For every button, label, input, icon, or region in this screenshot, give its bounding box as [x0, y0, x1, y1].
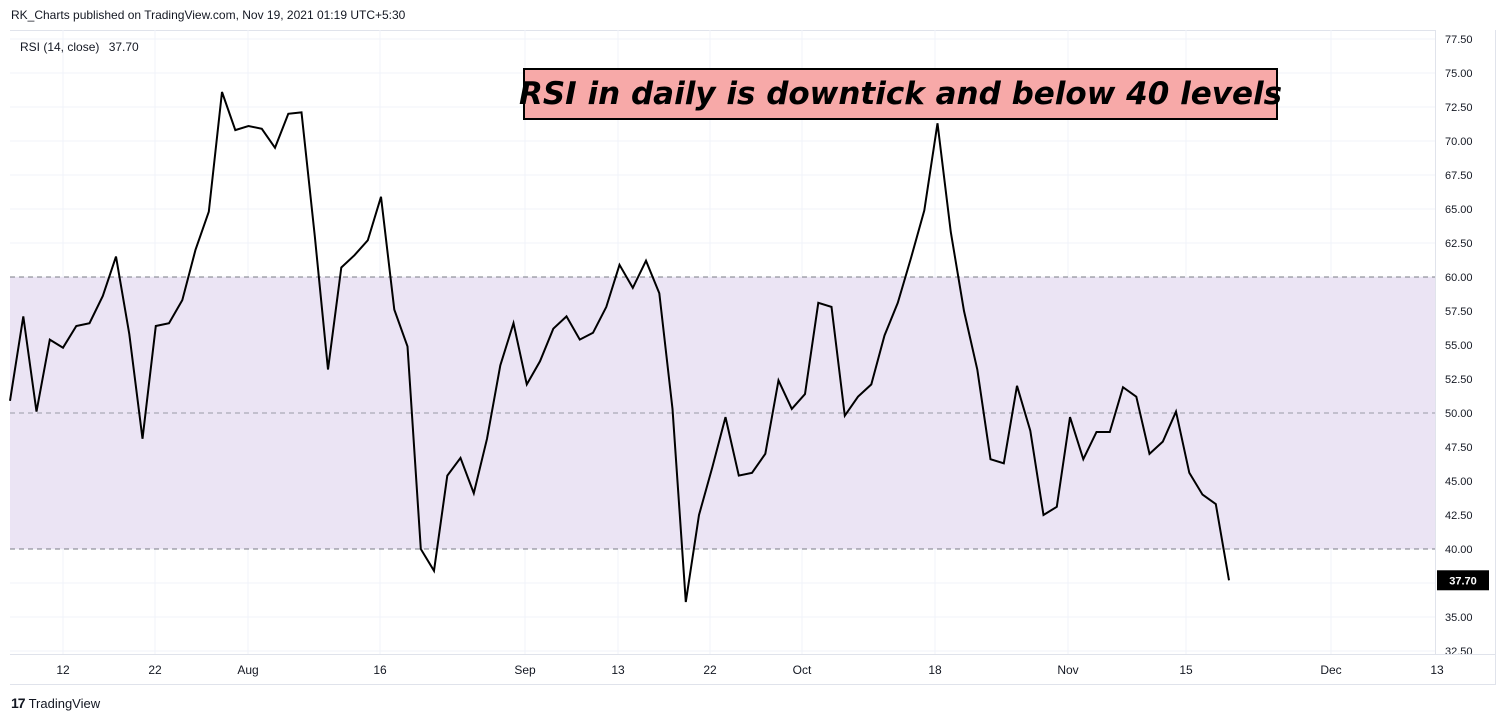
x-tick-label: Oct [793, 663, 812, 677]
y-tick-label: 55.00 [1445, 340, 1473, 352]
text-annotation[interactable]: RSI in daily is downtick and below 40 le… [519, 68, 1282, 120]
publish-attribution: RK_Charts published on TradingView.com, … [11, 8, 406, 22]
y-tick-label: 57.50 [1445, 306, 1473, 318]
y-tick-label: 45.00 [1445, 476, 1473, 488]
x-tick-label: Nov [1057, 663, 1078, 677]
last-value-label-bg [1437, 570, 1489, 591]
x-tick-label: 22 [703, 663, 717, 677]
x-tick-label: 13 [611, 663, 625, 677]
x-tick-label: Aug [237, 663, 258, 677]
x-tick-label: Dec [1320, 663, 1341, 677]
x-tick-label: 12 [56, 663, 70, 677]
indicator-legend[interactable]: RSI (14, close) 37.70 [20, 40, 139, 54]
y-tick-label: 65.00 [1445, 204, 1473, 216]
y-tick-label: 70.00 [1445, 136, 1473, 148]
rsi-line [9, 91, 1230, 603]
y-tick-label: 35.00 [1445, 612, 1473, 624]
tradingview-logo-icon: 17 [11, 695, 26, 711]
y-tick-label: 42.50 [1445, 510, 1473, 522]
price-axis-divider [1435, 30, 1436, 654]
x-tick-label: 16 [373, 663, 387, 677]
y-tick-label: 52.50 [1445, 374, 1473, 386]
y-tick-label: 62.50 [1445, 238, 1473, 250]
chart-bottom-border [10, 684, 1496, 685]
annotation-text: RSI in daily is downtick and below 40 le… [518, 76, 1283, 112]
plot-area[interactable] [10, 30, 1435, 655]
x-tick-label: Sep [514, 663, 536, 677]
last-value-label: 37.70 [1449, 575, 1477, 587]
y-tick-label: 75.00 [1445, 68, 1473, 80]
x-tick-label: 15 [1179, 663, 1193, 677]
y-tick-label: 47.50 [1445, 442, 1473, 454]
y-tick-label: 32.50 [1445, 646, 1473, 658]
tradingview-footer[interactable]: 17 TradingView [11, 695, 100, 711]
y-tick-label: 40.00 [1445, 544, 1473, 556]
y-tick-label: 77.50 [1445, 34, 1473, 46]
y-tick-label: 50.00 [1445, 408, 1473, 420]
y-tick-label: 67.50 [1445, 170, 1473, 182]
y-tick-label: 72.50 [1445, 102, 1473, 114]
time-axis-divider [10, 654, 1495, 655]
x-tick-label: 18 [928, 663, 942, 677]
brand-name: TradingView [28, 695, 101, 711]
indicator-name: RSI (14, close) [20, 40, 100, 54]
y-tick-label: 60.00 [1445, 272, 1473, 284]
x-tick-label: 13 [1430, 663, 1444, 677]
x-tick-label: 22 [148, 663, 162, 677]
indicator-value: 37.70 [108, 40, 139, 54]
chart-right-border [1495, 30, 1496, 684]
